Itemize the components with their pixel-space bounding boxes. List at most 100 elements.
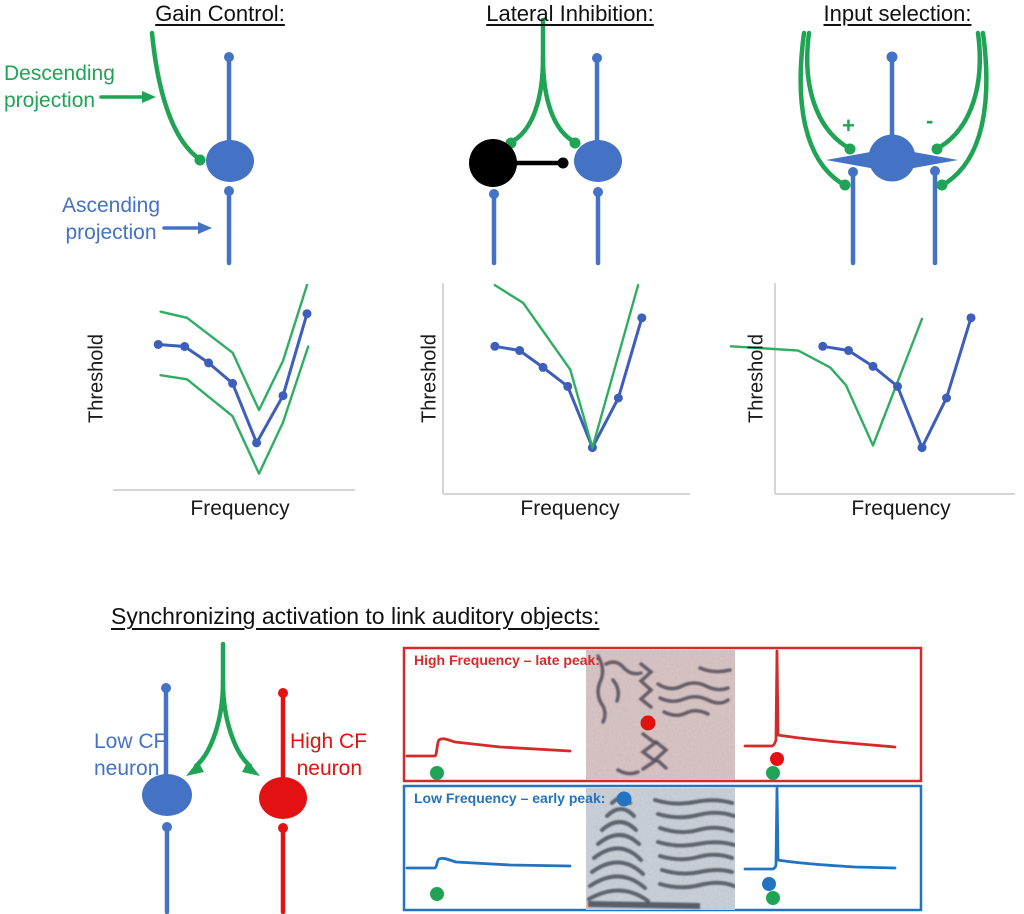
neuron-soma [206, 140, 254, 182]
data-point-marker [637, 313, 647, 323]
descending-fiber-right-branch [220, 679, 253, 769]
data-point-marker [252, 438, 262, 448]
descending-arrowhead-icon [242, 761, 260, 776]
inhibitory-synapse-dot [557, 157, 569, 169]
ascending-arrowhead-icon [198, 222, 212, 234]
lateral-inhibition-schematic [469, 17, 622, 266]
data-point-marker [490, 341, 500, 351]
descending-synapse-dot [839, 179, 851, 191]
sound-peak-dot [770, 752, 784, 766]
bottom-section-title: Synchronizing activation to link auditor… [111, 603, 600, 629]
inhibitory-neuron-soma [469, 139, 517, 187]
data-point-marker [228, 378, 238, 388]
threshold-plot-gain-control [113, 283, 355, 491]
data-point-marker [893, 381, 902, 391]
threshold-plot-input-selection [729, 283, 1015, 495]
inhibitory-sign: - [926, 108, 934, 133]
dendrite-tip-dot [224, 52, 234, 62]
spectrogram-high-frequency [586, 650, 735, 780]
subthreshold-trace-high-cf [405, 737, 572, 758]
y-axis-label-lateral-inhibition: Threshold [418, 334, 441, 423]
low-frequency-peak-dot [616, 791, 632, 807]
low-frequency-box-label: Low Frequency – early peak: [414, 790, 606, 806]
descending-fiber-left-branch [193, 641, 226, 769]
data-point-marker [153, 339, 163, 349]
data-point-marker [180, 342, 190, 351]
descending-synapse-dot [936, 179, 948, 191]
synchronization-schematic [142, 641, 307, 914]
panel-title-gain-control: Gain Control: [155, 1, 285, 26]
neuron-soma [574, 140, 622, 182]
left-dendrite-spike [826, 151, 876, 169]
descending-fiber-right-outer [943, 30, 989, 186]
data-point-marker [515, 346, 525, 356]
high-cf-neuron-label: High CF neuron [290, 728, 368, 782]
data-point-marker [966, 313, 976, 323]
threshold-plot-lateral-inhibition [442, 283, 690, 495]
descending-fiber-left-branch [510, 17, 546, 144]
x-axis-label-input-selection: Frequency [851, 497, 951, 520]
data-point-marker [942, 393, 951, 403]
panel-title-input-selection: Input selection: [823, 1, 972, 26]
descending-arrowhead-icon [142, 91, 156, 103]
high-cf-line2: neuron [296, 757, 362, 780]
low-frequency-response-panel [402, 784, 923, 912]
descending-arrowhead-icon [186, 761, 204, 776]
data-point-marker [204, 358, 214, 368]
excitatory-sign: + [842, 113, 855, 138]
y-axis-label-gain-control: Threshold [85, 334, 108, 423]
data-point-marker [538, 362, 548, 372]
descending-fiber-right-inner [937, 30, 983, 150]
high-frequency-box-label: High Frequency – late peak: [414, 652, 600, 668]
plot-series-green_curve [493, 283, 640, 449]
descending-synapse-dot [844, 143, 856, 155]
plot-series-green_upper_curve [159, 283, 309, 412]
dendrite-tip-dot [278, 688, 288, 698]
plot-series-green_curve [729, 317, 924, 447]
data-point-marker [818, 341, 828, 351]
neuron-soma [868, 134, 916, 182]
data-point-marker [278, 391, 288, 401]
data-point-marker [844, 346, 853, 356]
data-point-marker [613, 393, 623, 403]
spiking-trace-high-cf [743, 649, 897, 749]
high-frequency-peak-dot [640, 715, 656, 731]
dendrite-tip-dot [161, 683, 171, 693]
descending-projection-line1: Descending [4, 62, 115, 85]
descending-input-dot [766, 766, 780, 780]
gain-control-schematic [99, 30, 254, 266]
data-point-marker [302, 309, 312, 319]
high-cf-line1: High CF [290, 730, 368, 753]
ascending-projection-line2: projection [65, 221, 157, 244]
plot-series-green_lower_curve [159, 345, 310, 475]
panel-title-lateral-inhibition: Lateral Inhibition: [486, 1, 654, 26]
dendrite-tip-dot [886, 51, 898, 63]
descending-synapse-dot [931, 143, 943, 155]
descending-projection-label: Descending projection [4, 60, 115, 114]
x-axis-label-lateral-inhibition: Frequency [520, 497, 620, 520]
descending-fiber-left-inner [804, 30, 850, 150]
y-axis-label-input-selection: Threshold [745, 334, 768, 423]
descending-projection-line2: projection [4, 89, 96, 112]
spectrogram-noise [586, 788, 735, 910]
descending-input-dot [766, 891, 780, 905]
descending-input-dot [430, 766, 444, 780]
low-cf-line2: neuron [94, 757, 160, 780]
data-point-marker [563, 381, 573, 391]
descending-synapse-dot [569, 137, 581, 149]
right-dendrite-spike [908, 151, 958, 169]
descending-synapse-dot [194, 154, 206, 166]
ascending-projection-label: Ascending projection [52, 192, 170, 246]
low-cf-neuron-label: Low CF neuron [94, 728, 166, 782]
dendrite-tip-dot [592, 53, 602, 63]
data-point-marker [917, 443, 927, 453]
descending-input-dot [430, 887, 444, 901]
ascending-projection-line1: Ascending [61, 194, 161, 217]
spectrogram-low-frequency [586, 788, 735, 910]
input-selection-schematic [798, 30, 989, 266]
subthreshold-trace-low-cf [405, 856, 572, 870]
high-frequency-response-panel [402, 646, 923, 783]
spectrogram-noise [586, 650, 735, 780]
